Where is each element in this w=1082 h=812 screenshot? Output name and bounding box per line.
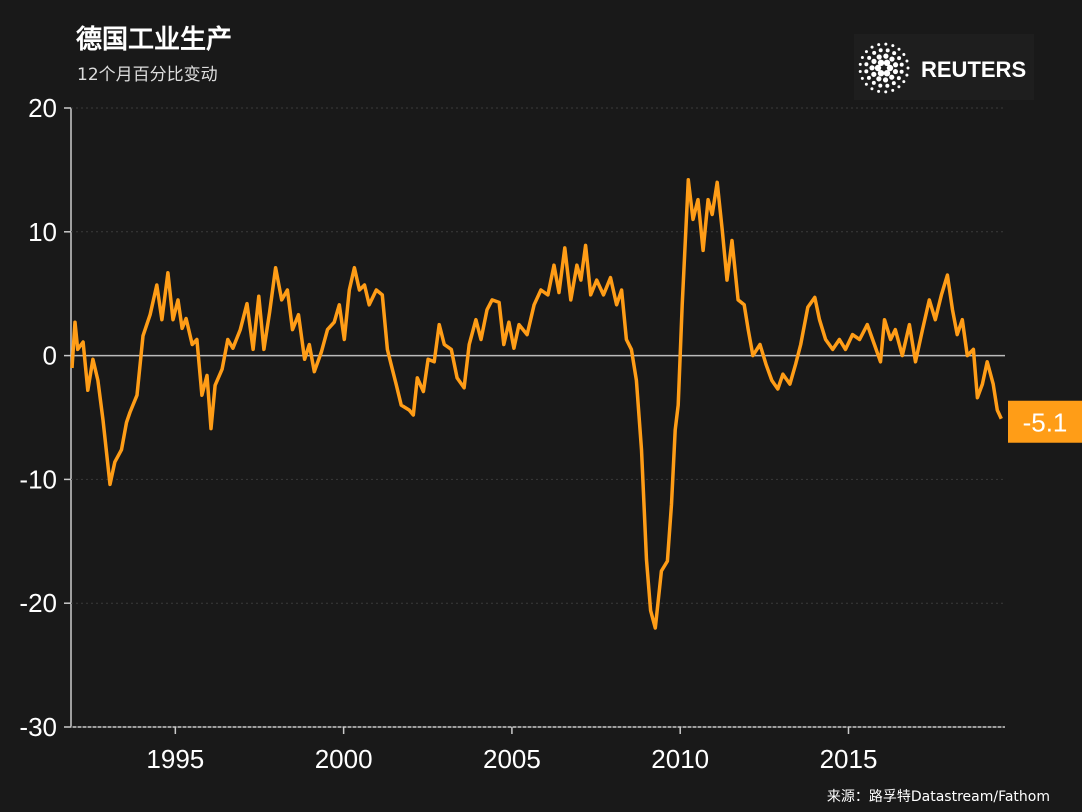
end-label: -5.1	[1023, 408, 1068, 438]
logo-dot	[897, 56, 902, 61]
y-tick-label: -30	[19, 712, 57, 742]
logo-dot	[902, 53, 906, 57]
x-tick-label: 1995	[146, 744, 204, 774]
logo-dot	[877, 69, 885, 77]
logo-dot	[872, 50, 877, 55]
logo-dot	[891, 88, 895, 92]
logo-dot	[884, 90, 888, 94]
logo-dot	[858, 62, 862, 66]
logo-dot	[905, 59, 909, 63]
logo-dot	[858, 70, 862, 74]
chart-title: 德国工业生产	[76, 25, 232, 55]
logo-dot	[899, 62, 904, 67]
line	[70, 178, 1003, 630]
logo-dot	[871, 58, 877, 64]
logo-dot	[864, 50, 868, 54]
x-tick-label: 2000	[315, 744, 373, 774]
logo: REUTERS	[854, 34, 1034, 100]
logo-dot	[864, 62, 869, 67]
logo-dot	[874, 64, 882, 72]
logo-dot	[905, 73, 909, 77]
y-tick-label: 0	[43, 341, 57, 371]
logo-text: REUTERS	[921, 57, 1026, 82]
logo-dot	[877, 59, 885, 67]
x-tick-label: 2010	[651, 744, 709, 774]
logo-dot	[889, 74, 895, 80]
logo-dot	[871, 80, 876, 85]
logo-dot	[891, 44, 895, 48]
y-tick-label: -10	[19, 464, 57, 494]
chart-subtitle: 12个月百分比变动	[77, 65, 218, 85]
logo-dot	[877, 43, 881, 47]
x-tick-label: 2005	[483, 744, 541, 774]
logo-dot	[886, 64, 894, 72]
logo-dot	[885, 83, 890, 88]
logo-dot	[864, 69, 869, 74]
logo-dot	[883, 69, 891, 77]
logo-dot	[883, 59, 891, 67]
source: 来源：路孚特Datastream/Fathom	[827, 789, 1050, 805]
logo-dot	[902, 80, 906, 84]
logo-dot	[870, 87, 874, 91]
logo-dot	[860, 56, 864, 60]
logo-dot	[870, 45, 874, 49]
logo-dot	[882, 77, 889, 83]
logo-dot	[876, 76, 882, 82]
logo-dot	[871, 71, 877, 77]
end-label-box	[1008, 400, 1082, 443]
logo-dot	[878, 83, 883, 88]
y-tick-label: -20	[19, 588, 57, 618]
logo-dot	[885, 48, 890, 53]
logo-dot	[867, 55, 872, 60]
logo-dot	[884, 42, 888, 46]
logo-dot	[892, 51, 897, 56]
y-tick-label: 10	[28, 217, 57, 247]
logo-dot	[892, 68, 899, 75]
logo-dot	[906, 66, 910, 70]
logo-dot	[877, 89, 881, 93]
logo-dot	[883, 53, 889, 59]
logo-dot	[878, 48, 883, 53]
logo-dot	[897, 85, 901, 89]
logo-dot	[876, 54, 882, 60]
logo-dot	[860, 76, 864, 80]
logo-dot	[866, 75, 871, 80]
logo-dot	[892, 62, 899, 68]
y-tick-label: 20	[28, 93, 57, 123]
logo-dot	[889, 56, 895, 62]
logo-dot	[891, 81, 896, 86]
x-tick-label: 2015	[820, 744, 878, 774]
logo-dot	[864, 82, 868, 86]
logo-box	[854, 34, 1034, 100]
logo-dot	[897, 47, 901, 51]
logo-dot	[899, 69, 904, 74]
logo-dot	[869, 65, 875, 71]
logo-dot	[896, 76, 901, 81]
logo-mark	[858, 42, 910, 94]
